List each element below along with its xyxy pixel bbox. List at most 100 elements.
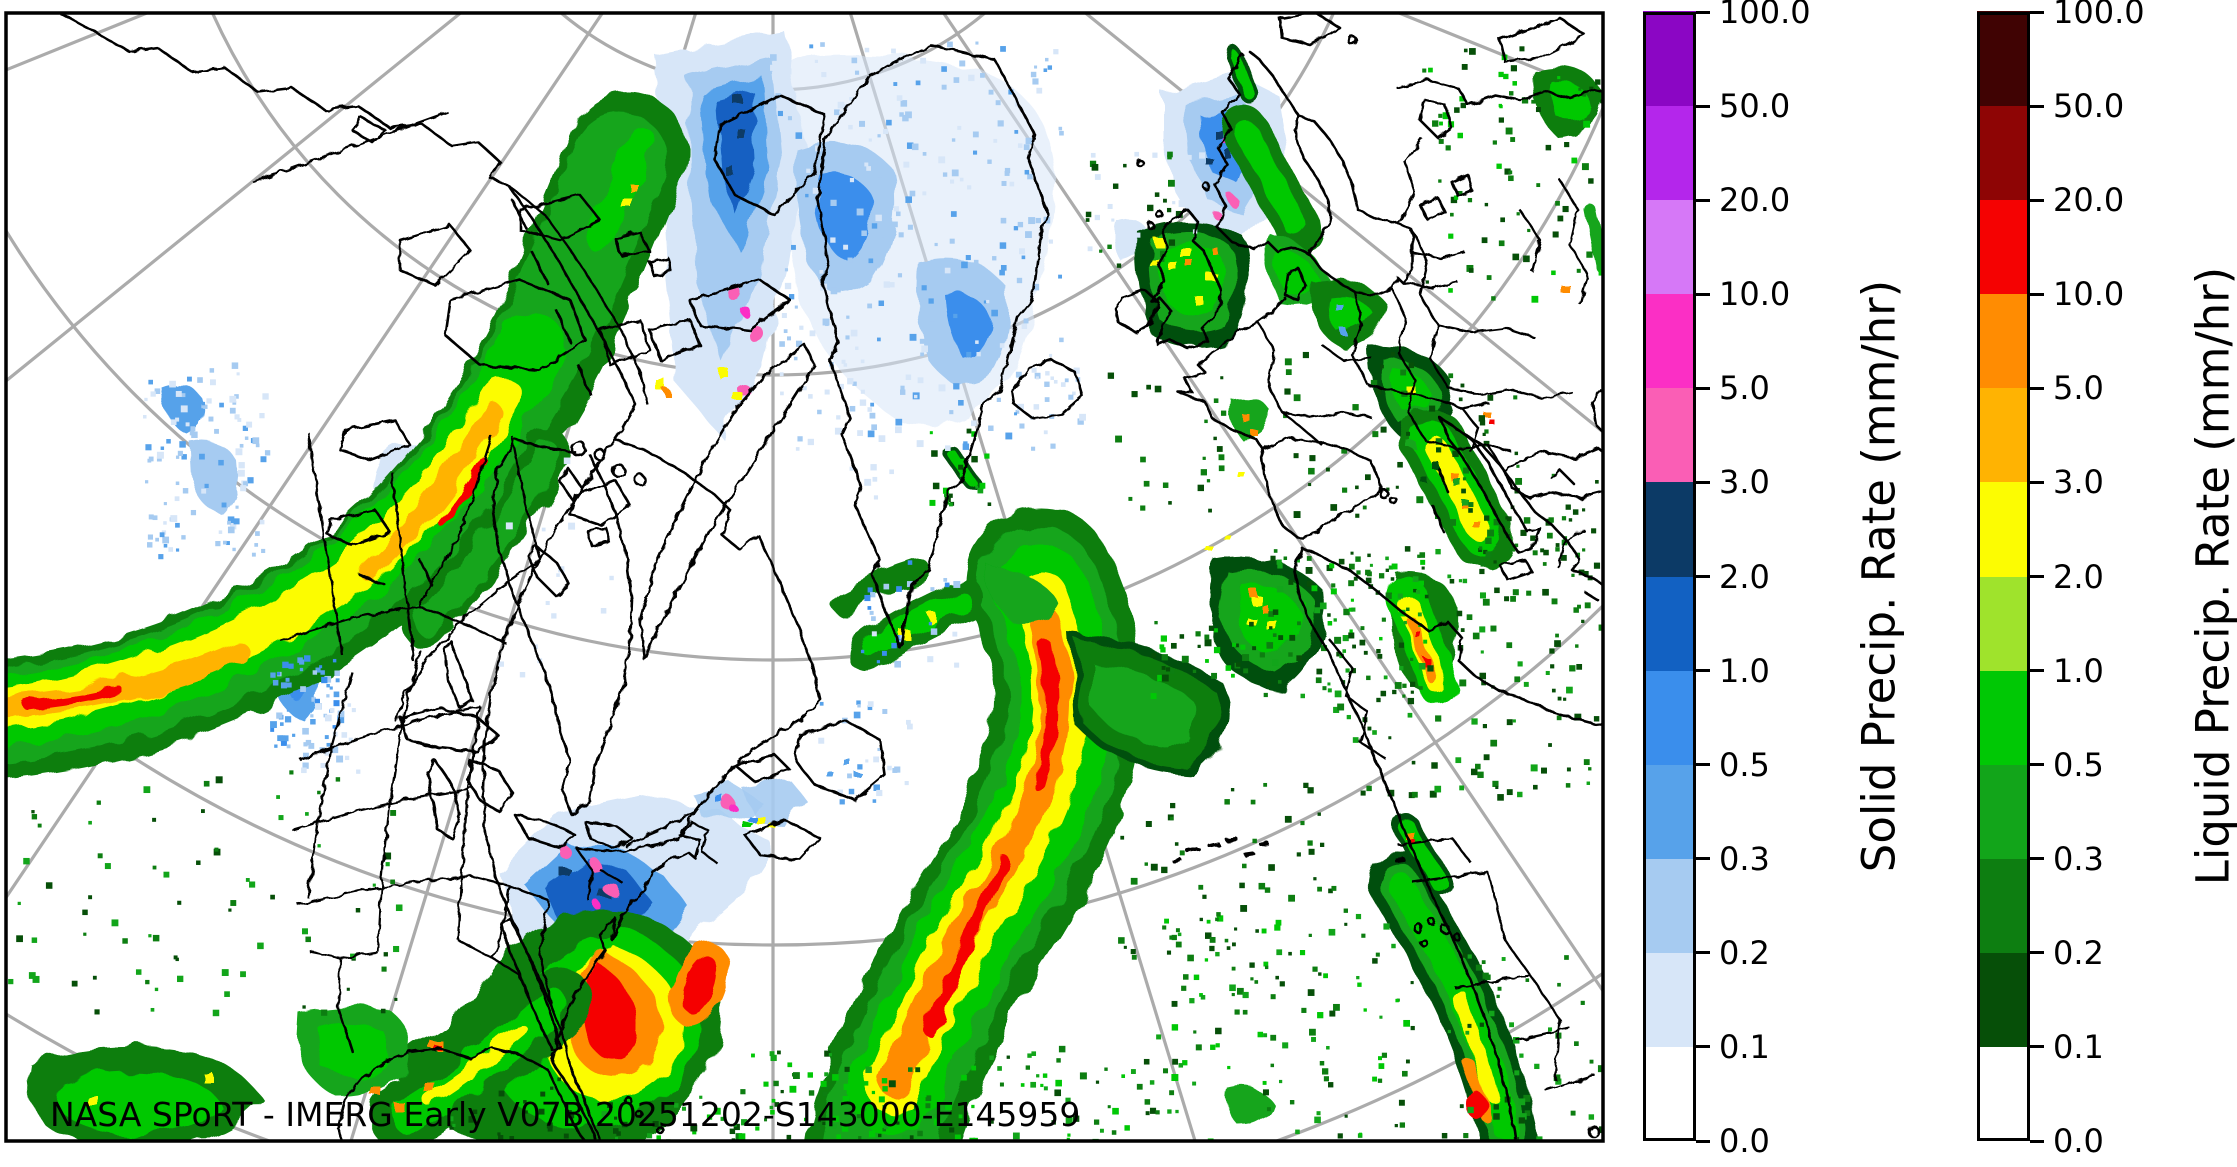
precip-speckle xyxy=(31,937,38,943)
precip-speckle xyxy=(1040,1083,1044,1088)
precip-speckle xyxy=(1232,942,1236,947)
precip-speckle xyxy=(1123,945,1127,949)
precip-speckle xyxy=(615,1136,619,1140)
precip-speckle xyxy=(1293,394,1301,402)
precip-speckle xyxy=(201,401,206,406)
precip-speckle xyxy=(305,739,312,746)
precip-speckle xyxy=(1345,668,1350,673)
precip-speckle xyxy=(993,342,1000,349)
precip-speckle xyxy=(1380,364,1384,369)
precip-speckle xyxy=(1050,443,1056,449)
precip-speckle xyxy=(787,116,792,121)
precip-speckle xyxy=(1420,559,1426,565)
precip-speckle xyxy=(805,193,809,198)
precip-speckle xyxy=(699,1095,703,1099)
precip-speckle xyxy=(175,455,180,459)
precip-speckle xyxy=(891,48,896,54)
precip-speckle xyxy=(1461,488,1466,494)
precip-speckle xyxy=(1512,719,1516,723)
precip-speckle xyxy=(1410,681,1416,687)
cbar-solid-tick-label-2.0: 2.0 xyxy=(1719,557,1770,596)
cbar-liquid-segment-0 xyxy=(1977,1046,2030,1141)
precip-speckle xyxy=(1231,966,1236,971)
precip-speckle xyxy=(448,1116,454,1122)
precip-speckle xyxy=(255,443,260,448)
precip-speckle xyxy=(329,686,333,690)
precip-speckle xyxy=(1036,1074,1040,1078)
precip-speckle xyxy=(1484,515,1490,521)
precip-speckle xyxy=(175,417,180,422)
precip-speckle xyxy=(1308,483,1312,487)
precip-speckle xyxy=(1278,1079,1283,1084)
precip-speckle xyxy=(237,469,245,477)
precip-speckle xyxy=(1175,941,1182,948)
precip-speckle xyxy=(1372,958,1378,964)
precip-speckle xyxy=(1584,602,1591,609)
precip-speckle xyxy=(944,495,951,503)
precip-speckle xyxy=(999,343,1005,348)
precip-speckle xyxy=(1250,977,1254,981)
precip-speckle xyxy=(786,336,792,341)
precip-speckle xyxy=(938,156,946,164)
precip-speckle xyxy=(505,522,513,530)
precip-speckle xyxy=(945,1103,952,1111)
precip-speckle xyxy=(511,1155,514,1158)
precip-speckle xyxy=(848,124,853,130)
precip-speckle xyxy=(920,57,927,64)
precip-speckle xyxy=(1539,1144,1544,1149)
precip-speckle xyxy=(1261,928,1267,934)
precip-speckle xyxy=(941,1153,947,1159)
precip-speckle xyxy=(863,1081,869,1086)
precip-speckle xyxy=(975,485,979,489)
precip-speckle xyxy=(237,418,242,422)
cbar-solid-tickmark-10.0 xyxy=(1696,292,1710,296)
precip-speckle xyxy=(1292,1147,1298,1153)
precip-speckle xyxy=(201,488,207,494)
precip-speckle xyxy=(1170,802,1176,809)
precip-speckle xyxy=(972,131,979,138)
precip-speckle xyxy=(600,608,607,614)
precip-speckle xyxy=(1403,1019,1411,1027)
precip-speckle xyxy=(1360,790,1366,796)
precip-speckle xyxy=(163,502,167,506)
precip-speckle xyxy=(1213,436,1217,441)
precip-speckle xyxy=(1395,998,1399,1003)
precip-speckle xyxy=(762,1152,768,1158)
precip-speckle xyxy=(213,848,221,856)
precip-speckle xyxy=(1568,518,1573,522)
precip-speckle xyxy=(1021,255,1026,260)
precip-speckle xyxy=(501,1152,506,1157)
precip-speckle xyxy=(871,223,878,229)
precip-speckle xyxy=(1468,502,1474,508)
precip-speckle xyxy=(953,77,960,83)
precip-speckle xyxy=(896,1121,900,1125)
liquid-precip-colorbar: Liquid Precip. Rate (mm/hr) 0.0 0.1 0.2 0.3… xyxy=(1977,0,2237,1160)
precip-speckle xyxy=(1215,951,1220,957)
precip-speckle xyxy=(1316,668,1323,675)
precip-speckle xyxy=(954,662,960,668)
precip-speckle xyxy=(1521,97,1529,104)
precip-speckle xyxy=(1181,655,1189,663)
precip-speckle xyxy=(843,244,849,250)
precip-speckle xyxy=(783,329,788,334)
precip-speckle xyxy=(1480,650,1484,654)
precip-speckle xyxy=(1014,412,1018,416)
precip-speckle xyxy=(1496,994,1500,999)
precip-speckle xyxy=(1183,974,1189,980)
precip-speckle xyxy=(603,1144,606,1147)
cbar-solid-tickmark-0.3 xyxy=(1696,857,1710,861)
precip-speckle xyxy=(1546,1147,1552,1153)
precip-speckle xyxy=(1385,556,1389,561)
precip-speckle xyxy=(1356,975,1360,980)
precip-speckle xyxy=(1121,1074,1126,1079)
precip-speckle xyxy=(1077,418,1084,425)
precip-speckle xyxy=(738,1147,742,1151)
precip-speckle xyxy=(876,660,880,664)
precip-speckle xyxy=(1586,781,1591,785)
precip-speckle xyxy=(1025,1151,1031,1157)
precip-speckle xyxy=(1288,652,1293,657)
precip-speckle xyxy=(1168,179,1175,187)
cbar-liquid-tick-label-2.0: 2.0 xyxy=(2053,557,2104,596)
precip-speckle xyxy=(308,742,315,749)
precip-speckle xyxy=(1328,928,1336,936)
